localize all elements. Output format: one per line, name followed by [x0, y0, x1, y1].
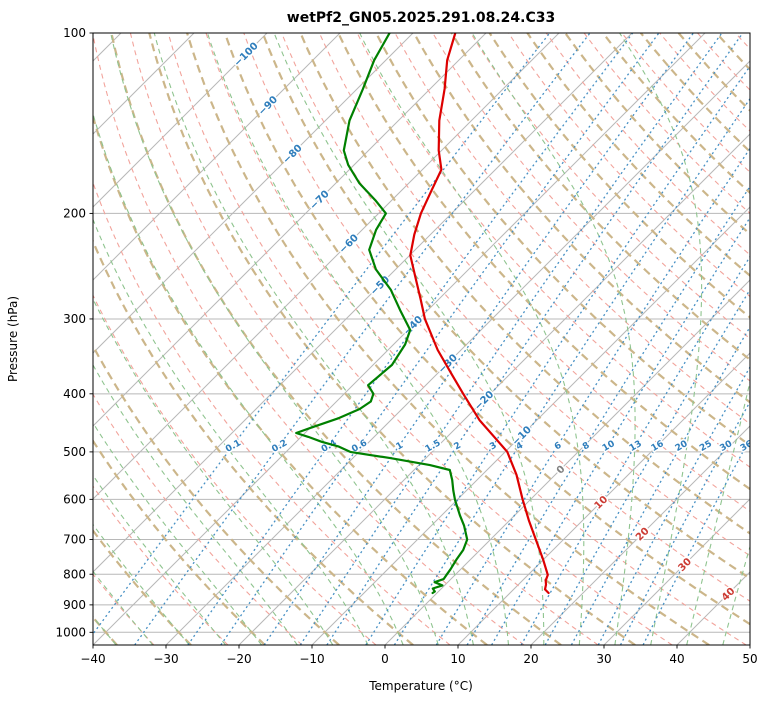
- y-axis-title: Pressure (hPa): [6, 296, 20, 382]
- y-tick-label: 1000: [55, 626, 86, 640]
- dry-adiabat: [261, 33, 750, 580]
- y-tick-label: 400: [63, 387, 86, 401]
- x-tick-label: −10: [299, 652, 324, 666]
- mixing-ratio-line: [544, 288, 750, 645]
- dry-adiabat: [318, 33, 750, 512]
- temperature-curve: [409, 33, 550, 595]
- mixing-ratio-line: [187, 33, 634, 645]
- dry-adiabat: [299, 33, 750, 535]
- moist-adiabat: [93, 112, 404, 645]
- y-tick-label: 200: [63, 207, 86, 221]
- mixing-ratio-line: [93, 33, 551, 636]
- mixing-ratio-line: [220, 33, 660, 645]
- isotherm-line: [93, 33, 633, 573]
- grid-layer: [93, 33, 750, 645]
- sounding-layer: [295, 33, 550, 595]
- dry-adiabat: [432, 33, 750, 382]
- y-tick-label: 700: [63, 533, 86, 547]
- isotherm-line: [93, 33, 706, 645]
- isotherm-line: [93, 33, 487, 427]
- isotherm-line: [311, 206, 750, 645]
- dry-adiabat: [488, 33, 750, 319]
- dry-adiabat: [93, 294, 377, 645]
- x-tick-label: 30: [596, 652, 611, 666]
- moist-adiabat: [359, 33, 585, 645]
- isotherm-line: [93, 33, 341, 281]
- isotherm-line: [238, 133, 750, 645]
- mixing-ratio-line: [365, 65, 750, 645]
- moist-adiabat: [618, 33, 703, 645]
- moist-adiabat: [153, 33, 474, 645]
- dry-adiabat: [167, 33, 673, 645]
- y-tick-label: 900: [63, 598, 86, 612]
- chart-title: wetPf2_GN05.2025.291.08.24.C33: [287, 10, 555, 26]
- x-tick-label: −30: [153, 652, 178, 666]
- dry-adiabat: [205, 33, 747, 645]
- y-tick-label: 300: [63, 312, 86, 326]
- dry-adiabat: [93, 181, 451, 645]
- dry-adiabat: [110, 33, 562, 645]
- moist-adiabat: [206, 33, 510, 645]
- dry-adiabat: [93, 528, 192, 645]
- mixing-ratio-line: [326, 33, 744, 645]
- dry-adiabat: [394, 33, 750, 425]
- mixing-ratio-line: [570, 325, 750, 645]
- mixing-ratio-line: [134, 33, 591, 645]
- y-tick-label: 100: [63, 26, 86, 40]
- isotherm-line: [457, 352, 750, 645]
- dry-adiabat: [337, 33, 750, 491]
- dry-adiabat: [93, 485, 229, 645]
- x-tick-label: 10: [450, 652, 465, 666]
- y-tick-label: 800: [63, 567, 86, 581]
- isotherm-line: [530, 425, 750, 645]
- dry-adiabat: [148, 33, 636, 645]
- moist-adiabat: [93, 218, 369, 645]
- mixing-ratio-line: [597, 365, 750, 645]
- plot-frame: [92, 32, 751, 646]
- dry-adiabat: [93, 238, 414, 645]
- moist-adiabat: [110, 33, 439, 645]
- dry-adiabat: [93, 343, 340, 645]
- dry-adiabat: [564, 33, 750, 236]
- dry-adiabat: [450, 33, 750, 362]
- isotherm-line: [384, 279, 750, 645]
- moist-adiabat: [93, 297, 334, 645]
- dewpoint-curve: [295, 33, 469, 595]
- dry-adiabat: [281, 33, 750, 557]
- dry-adiabat: [470, 33, 750, 340]
- x-tick-label: 50: [742, 652, 757, 666]
- mixing-ratio-line: [263, 33, 694, 645]
- dry-adiabat: [412, 33, 750, 404]
- x-tick-label: 0: [381, 652, 389, 666]
- x-axis-title: Temperature (°C): [368, 679, 473, 693]
- y-tick-label: 500: [63, 445, 86, 459]
- mixing-ratio-line: [491, 216, 750, 645]
- isotherm-line: [93, 33, 560, 500]
- isotherm-line: [603, 498, 750, 645]
- x-tick-label: 40: [669, 652, 684, 666]
- isotherm-line: [93, 33, 268, 208]
- x-tick-label: 20: [523, 652, 538, 666]
- x-tick-label: −20: [226, 652, 251, 666]
- dry-adiabat: [93, 33, 525, 645]
- y-tick-label: 600: [63, 493, 86, 507]
- dry-adiabat: [186, 33, 710, 645]
- dry-adiabat: [526, 33, 750, 278]
- x-tick-label: −40: [80, 652, 105, 666]
